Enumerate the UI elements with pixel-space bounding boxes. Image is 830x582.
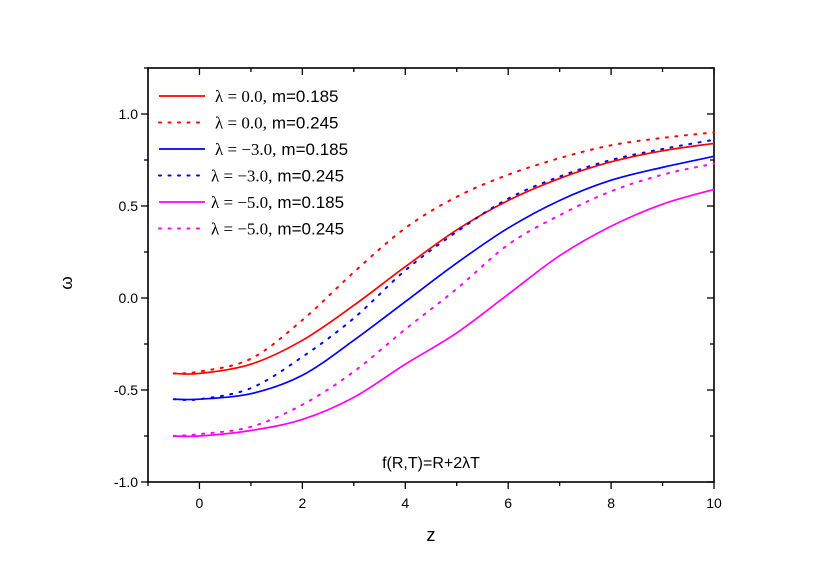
series-line-2 bbox=[172, 131, 715, 375]
legend-lambda: λ = 0.0, bbox=[215, 114, 267, 133]
legend-lambda: λ = −5.0, bbox=[211, 220, 272, 239]
y-tick-label: -1.0 bbox=[114, 474, 138, 490]
axis-ticks: 0 2 4 6 8 10 -1.0 -0.5 0.0 0.5 1.0 bbox=[114, 67, 722, 511]
y-tick-label: -0.5 bbox=[114, 382, 138, 398]
legend-lambda: λ = −5.0, bbox=[211, 193, 272, 212]
series-line-6 bbox=[172, 162, 715, 437]
legend-lambda: λ = −3.0, bbox=[211, 167, 272, 186]
x-tick-label: 8 bbox=[607, 495, 615, 511]
legend-m: m=0.245 bbox=[272, 114, 339, 133]
x-tick-label: 10 bbox=[706, 495, 722, 511]
series-line-5 bbox=[173, 188, 715, 438]
series-lines bbox=[172, 131, 715, 438]
x-tick-label: 4 bbox=[401, 495, 409, 511]
legend-m: m=0.185 bbox=[277, 193, 344, 212]
legend-m: m=0.185 bbox=[281, 140, 348, 159]
legend-lambda: λ = −3.0, bbox=[215, 140, 276, 159]
legend-m: m=0.245 bbox=[277, 220, 344, 239]
series-line-4 bbox=[172, 138, 715, 402]
x-tick-label: 6 bbox=[504, 495, 512, 511]
legend-lambda: λ = 0.0, bbox=[215, 87, 267, 106]
x-tick-label: 0 bbox=[196, 495, 204, 511]
y-tick-label: 0.5 bbox=[119, 198, 139, 214]
plot-frame bbox=[147, 67, 715, 483]
x-axis-label: z bbox=[427, 525, 436, 545]
legend-m: m=0.245 bbox=[277, 167, 344, 186]
series-line-3 bbox=[173, 155, 715, 401]
x-tick-label: 2 bbox=[298, 495, 306, 511]
y-tick-label: 0.0 bbox=[119, 290, 139, 306]
y-tick-label: 1.0 bbox=[119, 106, 139, 122]
y-axis-label: ω bbox=[57, 276, 76, 289]
annotation: f(R,T)=R+2λT bbox=[382, 455, 480, 472]
legend-m: m=0.185 bbox=[272, 87, 339, 106]
series-line-1 bbox=[173, 142, 715, 375]
